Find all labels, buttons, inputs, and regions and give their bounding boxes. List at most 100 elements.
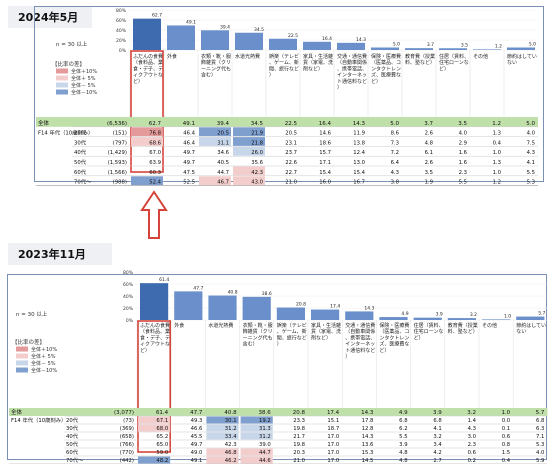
category-label-line: ズ、医療費な: [379, 341, 409, 348]
y-tick-label: 20%: [123, 306, 134, 312]
table-cell: 1.0: [493, 150, 502, 156]
table-cell: 3.4: [433, 442, 442, 448]
diff-cell-bg: [138, 416, 171, 424]
category-label-line: 住居（賃料、: [414, 322, 444, 329]
legend-title: 【比率の差】: [52, 60, 85, 68]
legend-swatch: [16, 367, 28, 373]
category-label-line: ない: [516, 328, 526, 335]
bar: [482, 319, 511, 320]
table-cell: 1.9: [425, 180, 433, 186]
table-cell: 23.1: [285, 140, 297, 146]
bar: [371, 47, 399, 50]
data-label: 4.9: [401, 311, 408, 317]
category-label-line: その他: [482, 322, 497, 329]
bar: [269, 38, 297, 50]
category-label-line: 含む）: [243, 341, 258, 348]
y-tick-label: 80%: [123, 270, 134, 276]
category-label-line: 外食: [167, 53, 177, 60]
table-cell: 6.4: [391, 160, 400, 166]
category-label-line: ど）: [379, 347, 389, 354]
category-label-line: ど）: [439, 65, 449, 72]
table-cell: 17.0: [327, 442, 339, 448]
total-cell: 14.3: [361, 410, 374, 416]
table-cell: 19.8: [293, 442, 305, 448]
category-label-line: 、携帯電話、: [337, 65, 367, 72]
total-row-label: 全体: [11, 408, 23, 416]
total-cell: 49.1: [183, 121, 195, 127]
table-cell: 5.3: [527, 180, 535, 186]
data-label: 40.8: [228, 290, 238, 296]
table-cell: 6.8: [536, 418, 545, 424]
table-cell: 15.1: [327, 418, 339, 424]
row-n: (658): [120, 434, 134, 440]
chart-frame-2024: [34, 6, 544, 182]
table-cell: 19.8: [293, 426, 305, 432]
table-cell: 44.7: [217, 170, 229, 176]
panel-title-2024: 2024年5月: [8, 6, 92, 28]
total-cell: 62.7: [149, 121, 162, 127]
category-label-line: 住宅ローンな: [439, 59, 469, 66]
table-cell: 17.0: [327, 434, 339, 440]
table-cell: 17.0: [327, 450, 339, 456]
row-label: 50代: [74, 158, 87, 166]
category-label-line: 節約はしてい: [516, 322, 546, 329]
table-cell: 49.7: [191, 442, 203, 448]
table-cell: 4.3: [391, 170, 399, 176]
total-cell: 38.6: [259, 410, 272, 416]
legend-swatch: [56, 89, 68, 95]
table-cell: 1.5: [502, 450, 510, 456]
total-cell: 4.9: [399, 410, 408, 416]
bar: [516, 316, 545, 320]
data-label: 14.3: [356, 37, 366, 43]
table-cell: 52.5: [183, 180, 195, 186]
category-label: 水道光熱費: [208, 322, 233, 329]
total-cell: 20.8: [293, 410, 306, 416]
diff-cell-bg: [233, 127, 265, 137]
table-cell: 7.2: [391, 150, 399, 156]
table-cell: 13.0: [353, 160, 365, 166]
table-cell: 5.3: [536, 442, 544, 448]
table-cell: 21.7: [293, 434, 305, 440]
row-n: (797): [113, 140, 127, 146]
category-label-line: ）: [337, 85, 342, 91]
bar: [405, 48, 433, 50]
category-label-line: 含む）: [201, 72, 216, 79]
table-cell: 46.6: [191, 426, 203, 432]
row-n: (151): [113, 131, 127, 137]
table-cell: 16.7: [353, 180, 365, 186]
legend-entry: 全体－10%: [31, 367, 57, 374]
category-label: ふだんの食費（食料品、業食・デ子、ティクアウトなど）: [140, 322, 170, 354]
table-cell: 18.6: [319, 140, 331, 146]
category-label-line: 家具・生活雑: [303, 53, 333, 60]
row-label: 40代: [66, 432, 79, 440]
total-cell: 3.5: [458, 121, 467, 127]
diff-cell-bg: [206, 432, 239, 440]
data-label: 61.4: [159, 277, 169, 283]
table-cell: 0.6: [502, 434, 511, 440]
category-label: 住居（賃料、住宅ローンなど）: [414, 322, 444, 341]
category-label-line: 剤など）: [311, 334, 331, 341]
table-cell: 7.5: [527, 140, 535, 146]
table-cell: 67.0: [149, 150, 161, 156]
legend-entry: 全体＋ 5%: [71, 75, 96, 82]
category-label-line: 教育費（授業: [448, 322, 478, 329]
category-label-line: 、ゲーム、新: [269, 59, 299, 66]
table-cell: 5.5: [399, 434, 407, 440]
table-cell: 15.7: [319, 150, 331, 156]
category-label-line: ど）: [133, 78, 143, 85]
category-label: 保険・医療費（医薬品、コンタクトレンズ、医療費など）: [371, 53, 401, 85]
category-label-line: 食・デ子、テ: [140, 334, 170, 341]
table-cell: 26.0: [251, 150, 263, 156]
total-cell: 14.3: [353, 121, 366, 127]
table-cell: 42.3: [225, 442, 237, 448]
table-cell: 14.5: [362, 458, 374, 464]
table-cell: 6.3: [536, 426, 544, 432]
table-cell: 46.7: [217, 180, 229, 186]
panel-title-2023: 2023年11月: [8, 243, 112, 265]
table-cell: 63.9: [149, 160, 161, 166]
category-label-line: 剤など）: [303, 65, 323, 72]
table-cell: 4.0: [459, 131, 468, 137]
category-label: 教育費（授業料、塾など）: [448, 322, 478, 335]
chart-2023: 80% 60% 40% 20% 0% 61.4 47.7 40.8 38.6 20.8 17.4 14…: [9, 270, 548, 464]
table-cell: 49.7: [183, 160, 195, 166]
